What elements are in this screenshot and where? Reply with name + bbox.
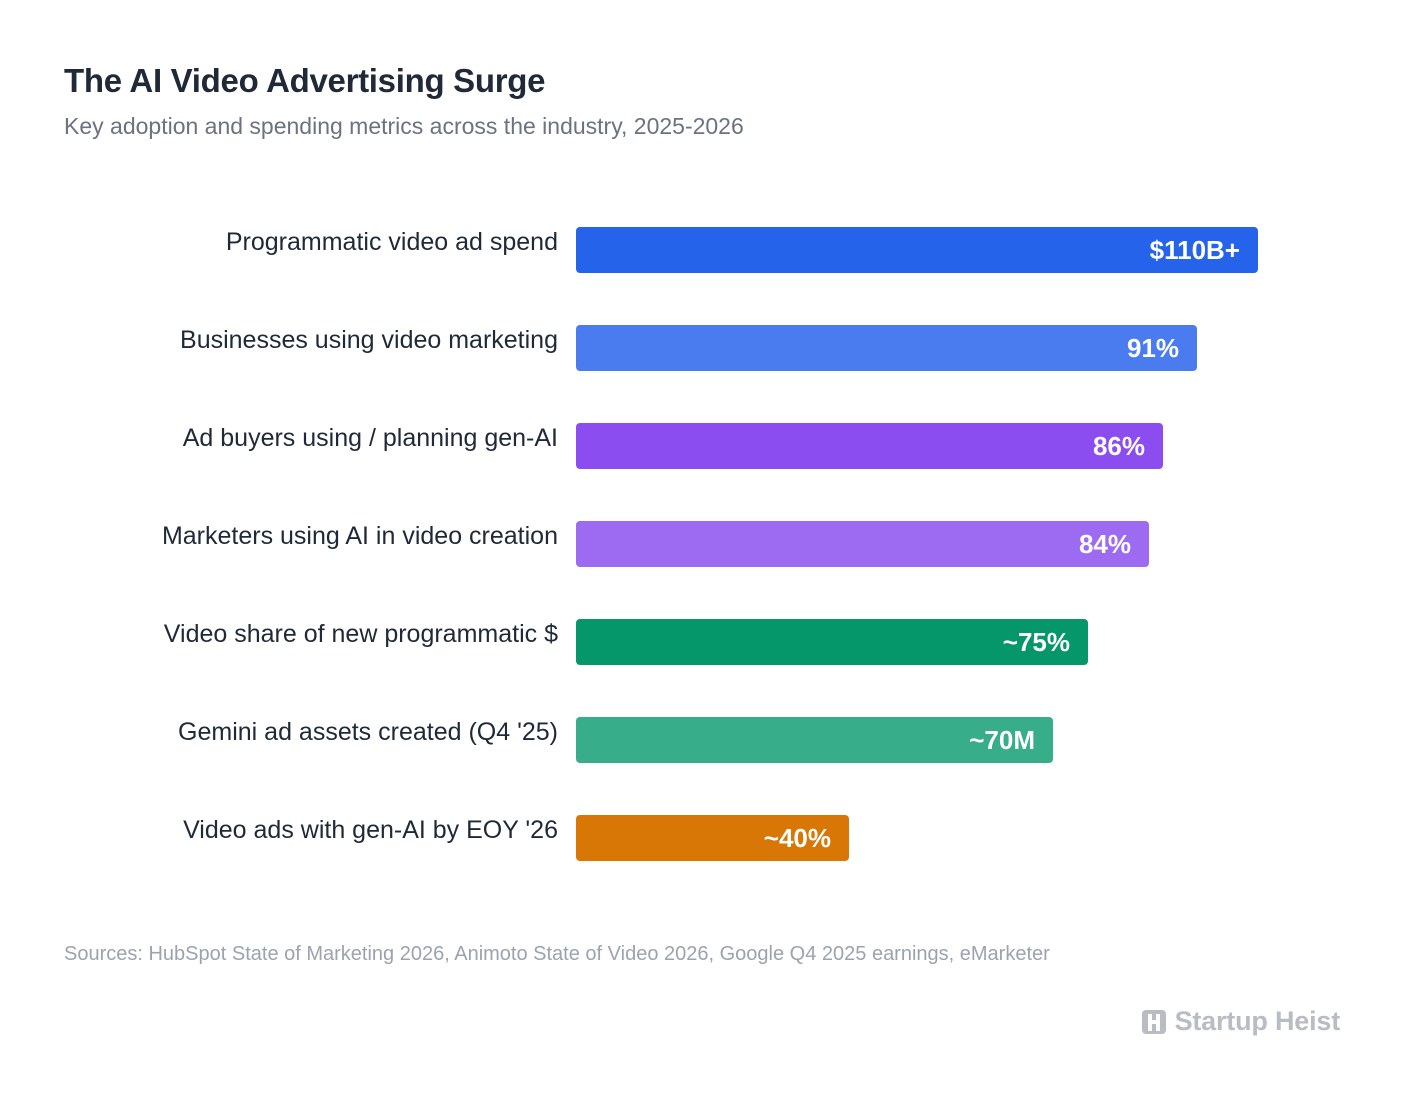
value-label: 84% [1078,529,1131,559]
bar: 91% [576,325,1197,371]
bar: 86% [576,423,1163,469]
category-label: Ad buyers using / planning gen-AI [182,424,558,452]
value-label: ~70M [969,725,1035,755]
category-label: Programmatic video ad spend [225,228,558,256]
bar-row: Businesses using video marketing 91% [0,323,1408,371]
bar-row: Video ads with gen-AI by EOY '26 ~40% [0,813,1408,861]
category-label: Video ads with gen-AI by EOY '26 [183,816,558,844]
chart-subtitle: Key adoption and spending metrics across… [64,113,744,139]
bar: ~40% [576,815,849,861]
category-label: Marketers using AI in video creation [161,522,558,550]
value-label: 91% [1126,333,1179,363]
value-label: ~75% [1002,627,1070,657]
value-label: 86% [1092,431,1145,461]
bar: ~70M [576,717,1053,763]
value-label: $110B+ [1149,235,1240,265]
bar-row: Video share of new programmatic $ ~75% [0,617,1408,665]
bar-row: Marketers using AI in video creation 84% [0,519,1408,567]
bar: ~75% [576,619,1088,665]
building-icon [1141,1009,1166,1034]
bar-row: Programmatic video ad spend $110B+ [0,225,1408,273]
bar-row: Ad buyers using / planning gen-AI 86% [0,421,1408,469]
bar: $110B+ [576,227,1258,273]
bar-row: Gemini ad assets created (Q4 '25) ~70M [0,715,1408,763]
value-label: ~40% [763,823,831,853]
bar: 84% [576,521,1149,567]
category-label: Gemini ad assets created (Q4 '25) [178,718,558,746]
category-label: Businesses using video marketing [180,326,558,354]
bar-chart: Programmatic video ad spend $110B+ Busines… [0,200,1408,900]
chart-title: The AI Video Advertising Surge [64,62,546,99]
sources-note: Sources: HubSpot State of Marketing 2026… [64,943,1050,965]
category-label: Video share of new programmatic $ [163,620,558,648]
brand-logo: Startup Heist [1141,1006,1340,1037]
brand-name: Startup Heist [1174,1006,1341,1036]
